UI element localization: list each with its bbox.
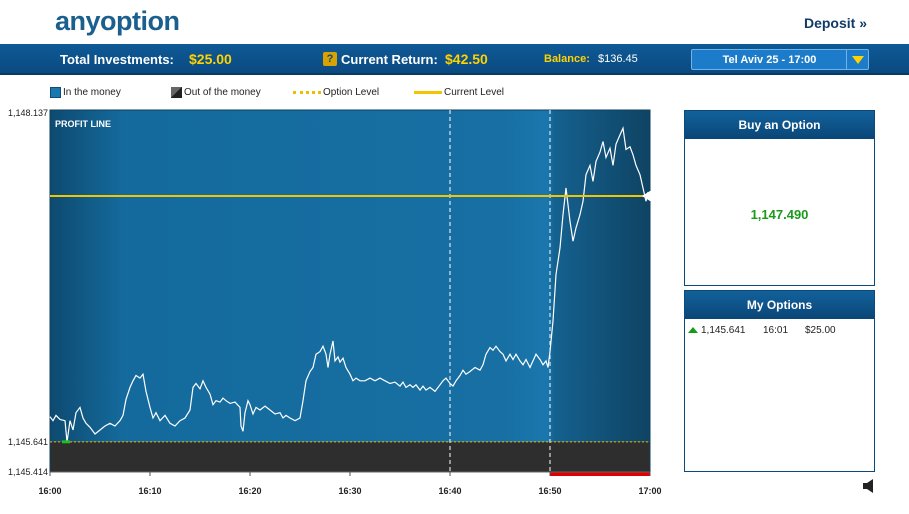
- option-level: 1,145.641: [701, 325, 746, 336]
- price-chart: PROFIT LINE 1,148.137 1,145.641 1,145.41…: [0, 100, 672, 514]
- legend-current-level: Current Level: [414, 87, 504, 101]
- help-icon[interactable]: ?: [323, 52, 337, 66]
- x-tick-label: 16:50: [538, 486, 562, 496]
- price-line: [49, 126, 649, 443]
- legend-label: Out of the money: [184, 87, 261, 99]
- anyoption-logo[interactable]: anyoption: [55, 6, 180, 37]
- out-of-the-money-swatch-icon: [171, 87, 182, 98]
- x-tick-label: 16:40: [438, 486, 462, 496]
- legend-label: In the money: [63, 87, 121, 99]
- expiry-countdown-bar: [550, 472, 650, 476]
- legend-label: Option Level: [323, 87, 380, 98]
- x-tick-label: 16:20: [238, 486, 262, 496]
- y-tick-label: 1,145.641: [8, 437, 49, 447]
- deposit-link[interactable]: Deposit »: [803, 15, 867, 31]
- legend-out-of-the-money: Out of the money: [171, 87, 261, 101]
- current-level-pointer-icon: [642, 191, 650, 202]
- arrow-up-icon: [688, 327, 698, 334]
- y-tick-label: 1,145.414: [8, 467, 49, 477]
- current-return-value: $42.50: [445, 51, 488, 67]
- asset-select[interactable]: Tel Aviv 25 - 17:00: [691, 49, 869, 70]
- buy-option-panel: Buy an Option 1,147.490: [684, 110, 875, 286]
- x-tick-label: 17:00: [638, 486, 662, 496]
- account-summary-bar: Total Investments: $25.00 ? Current Retu…: [0, 44, 909, 75]
- dropdown-arrow-icon[interactable]: [846, 50, 868, 69]
- buy-option-title: Buy an Option: [685, 111, 874, 139]
- speaker-icon[interactable]: [862, 478, 878, 494]
- balance-label: Balance:: [544, 53, 590, 65]
- option-amount: $25.00: [805, 325, 836, 336]
- logo-option-text: option: [100, 6, 180, 36]
- buy-option-price[interactable]: 1,147.490: [750, 207, 809, 222]
- y-tick-label: 1,148.137: [8, 108, 49, 118]
- option-level-swatch-icon: [293, 90, 321, 94]
- option-time: 16:01: [763, 325, 789, 336]
- x-tick-label: 16:30: [338, 486, 362, 496]
- my-options-panel: My Options 1,145.641 16:01 $25.00: [684, 290, 875, 472]
- out-of-the-money-area: [50, 441, 650, 472]
- chart-title: PROFIT LINE: [55, 119, 111, 129]
- legend-in-the-money: In the money: [50, 87, 121, 101]
- in-the-money-area: [50, 110, 650, 442]
- option-entry-marker: [62, 440, 70, 444]
- current-level-pointer-tab: [650, 191, 658, 202]
- total-investments-value: $25.00: [189, 51, 232, 67]
- my-options-title: My Options: [685, 291, 874, 319]
- legend-option-level: Option Level: [293, 87, 379, 101]
- total-investments-label: Total Investments:: [60, 52, 174, 67]
- legend-label: Current Level: [444, 87, 505, 98]
- balance-value: $136.45: [598, 53, 638, 65]
- in-the-money-swatch-icon: [50, 87, 61, 98]
- asset-select-value: Tel Aviv 25 - 17:00: [722, 54, 817, 66]
- current-level-swatch-icon: [414, 90, 442, 94]
- x-tick-label: 16:00: [38, 486, 62, 496]
- current-return-label: Current Return:: [341, 52, 438, 67]
- x-tick-label: 16:10: [138, 486, 162, 496]
- logo-any-text: any: [55, 6, 101, 36]
- price-chart-svg: [49, 109, 658, 476]
- option-row[interactable]: 1,145.641 16:01 $25.00: [688, 325, 836, 336]
